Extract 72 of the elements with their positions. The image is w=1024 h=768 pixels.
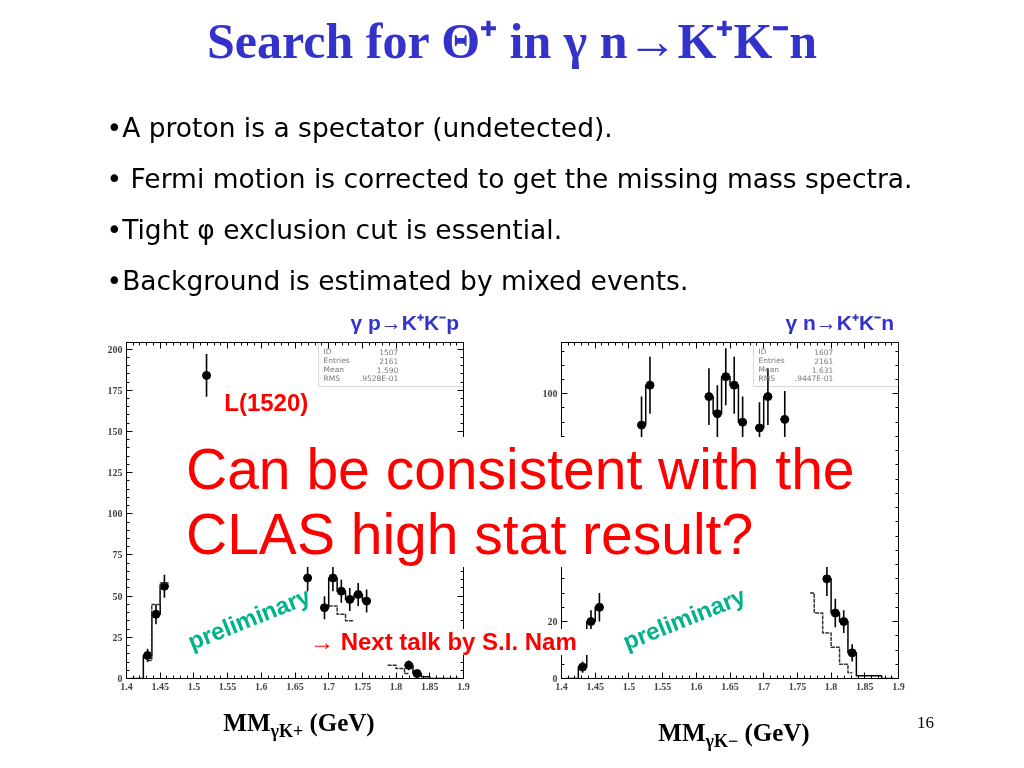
point [586, 617, 596, 627]
x-tick-label: 1.8 [824, 680, 838, 692]
point [594, 602, 604, 612]
x-tick-label: 1.6 [255, 680, 268, 692]
y-tick-label: 125 [107, 467, 123, 479]
point [578, 662, 588, 672]
chart-title: γ p→K⁺K⁻p [350, 311, 459, 335]
point [412, 669, 422, 679]
x-tick-label: 1.7 [322, 680, 335, 692]
point [353, 590, 363, 599]
annotation: L(1520) [224, 389, 309, 417]
x-tick-label: 1.8 [389, 680, 403, 692]
x-tick-label: 1.55 [218, 680, 237, 692]
x-tick-label: 1.6 [690, 680, 703, 692]
x-tick-label: 1.85 [856, 680, 874, 692]
point [780, 414, 790, 424]
y-tick-label: 20 [547, 616, 558, 628]
point [754, 423, 764, 433]
y-tick-label: 150 [107, 425, 123, 437]
point [847, 648, 857, 658]
point [704, 392, 714, 402]
x-tick-label: 1.7 [757, 680, 770, 692]
x-tick-label: 1.85 [421, 680, 439, 692]
x-tick-label: 1.9 [457, 680, 470, 692]
point [822, 574, 832, 584]
y-tick-label: 100 [107, 508, 123, 520]
x-tick-label: 1.65 [286, 680, 304, 692]
x-tick-label: 1.45 [151, 680, 169, 692]
x-tick-label: 1.75 [788, 680, 807, 692]
y-tick-label: 25 [112, 631, 123, 643]
y-tick-label: 100 [542, 388, 558, 400]
point [763, 392, 773, 402]
text: 16 [917, 712, 934, 734]
x-tick-label: 1.45 [586, 680, 604, 692]
point [839, 617, 849, 627]
point [729, 380, 739, 390]
x-tick-label: 1.75 [353, 680, 372, 692]
point [319, 603, 329, 613]
point [143, 650, 153, 660]
y-tick-label: 75 [112, 549, 123, 561]
point [404, 660, 414, 670]
x-tick-label: 1.5 [622, 680, 636, 692]
text: •A proton is a spectator (undetected). [106, 112, 613, 143]
point [202, 370, 212, 380]
x-tick-label: 1.5 [187, 680, 201, 692]
point [830, 608, 840, 618]
point [362, 596, 372, 606]
point [151, 609, 161, 619]
point [303, 573, 313, 583]
x-axis-title: MM$_{γK−}$ (GeV) [658, 718, 810, 753]
text: • Fermi motion is corrected to get the missing mass spectra. [106, 163, 913, 194]
text: •Background is estimated by mixed events. [106, 265, 689, 296]
x-tick-label: 1.9 [892, 680, 905, 692]
y-tick-label: 175 [107, 384, 123, 396]
chart-title: γ n→K⁺K⁻n [785, 311, 894, 335]
text: •Tight φ exclusion cut is essential. [106, 214, 563, 245]
point [336, 586, 346, 596]
x-tick-label: 1.65 [721, 680, 739, 692]
y-tick-label: 50 [112, 590, 123, 602]
point [637, 420, 647, 430]
point [645, 380, 655, 390]
annotation: Can be consistent with the CLAS high stat result? [186, 437, 856, 567]
x-tick-label: 1.55 [653, 680, 672, 692]
point [738, 417, 748, 427]
point [328, 573, 338, 583]
point [721, 372, 731, 382]
x-axis-title: MM$_{γK+}$ (GeV) [223, 708, 375, 743]
annotation: → Next talk by S.I. Nam [310, 628, 577, 655]
point [712, 409, 722, 419]
y-tick-label: 200 [107, 343, 123, 355]
point [345, 594, 355, 604]
text: Search for Θ⁺ in γ n→K⁺K⁻n [207, 12, 818, 69]
